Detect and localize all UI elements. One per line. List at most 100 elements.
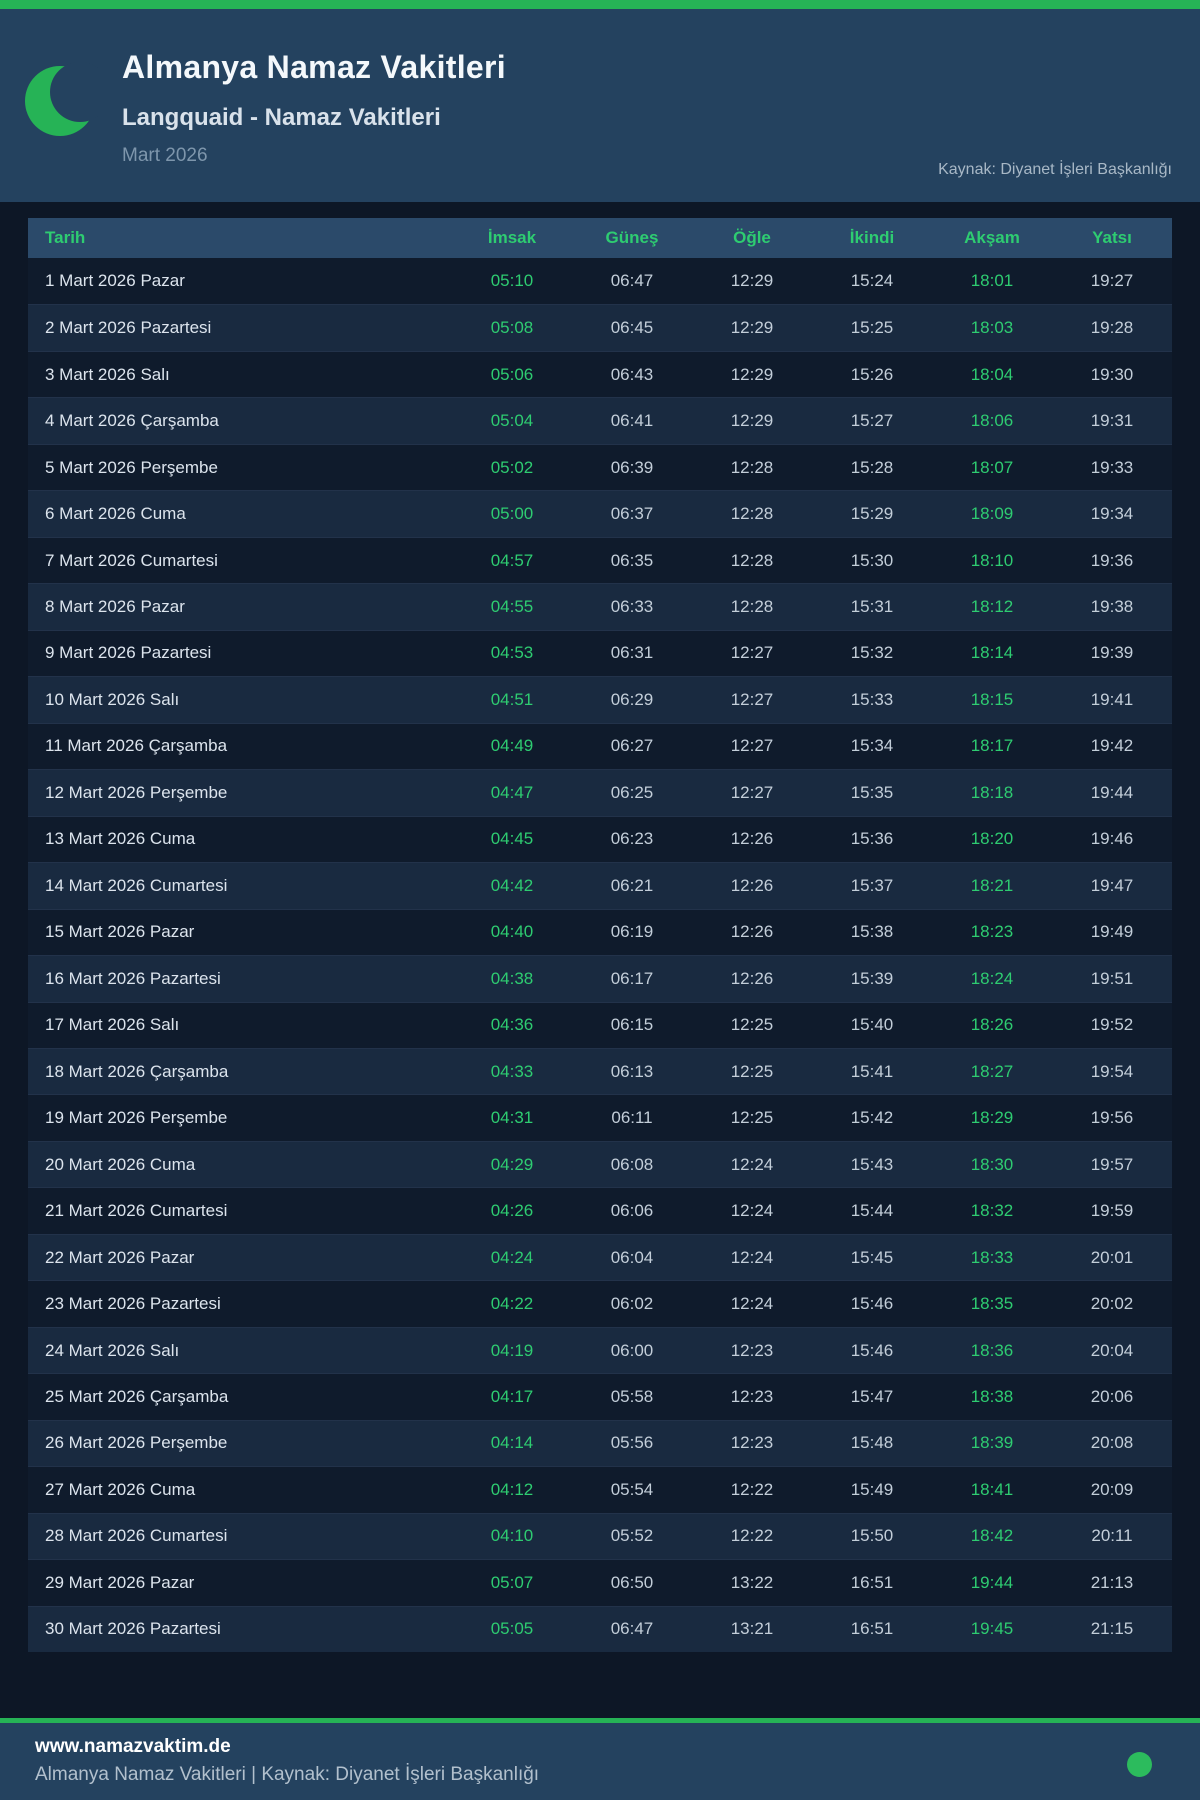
table-body: 1 Mart 2026 Pazar 05:10 06:47 12:29 15:24 18:…	[28, 258, 1172, 1653]
time-cell-aksam: 18:10	[970, 550, 1014, 570]
time-cell-aksam: 18:27	[970, 1061, 1014, 1081]
table-row: 25 Mart 2026 Çarşamba 04:17 05:58 12:23 15:4…	[28, 1373, 1172, 1420]
time-cell-yatsi: 19:33	[1090, 457, 1134, 477]
time-cell-aksam: 18:12	[970, 597, 1014, 617]
time-cell-aksam: 18:29	[970, 1108, 1014, 1128]
table-row: 4 Mart 2026 Çarşamba 05:04 06:41 12:29 15:27…	[28, 397, 1172, 444]
table-row: 16 Mart 2026 Pazartesi 04:38 06:17 12:26 15:…	[28, 955, 1172, 1002]
time-cell-gunes: 06:17	[610, 968, 654, 988]
time-cell-gunes: 06:13	[610, 1061, 654, 1081]
table-row: 9 Mart 2026 Pazartesi 04:53 06:31 12:27 15:3…	[28, 629, 1172, 677]
page-title: Almanya Namaz Vakitleri	[122, 49, 506, 85]
time-cell-aksam: 18:15	[970, 689, 1014, 709]
time-cell-aksam: 18:35	[970, 1294, 1014, 1314]
crescent-moon-icon	[24, 59, 110, 141]
time-cell-imsak: 05:07	[490, 1572, 534, 1592]
time-cell-gunes: 06:50	[610, 1572, 654, 1592]
source-label: Kaynak: Diyanet İşleri Başkanlığı	[938, 161, 1172, 178]
time-cell-imsak: 04:33	[490, 1061, 534, 1081]
time-cell-gunes: 05:58	[610, 1386, 654, 1406]
time-cell-gunes: 06:45	[610, 318, 654, 338]
time-cell-ikindi: 15:26	[850, 364, 894, 384]
time-cell-ogle: 12:24	[730, 1294, 774, 1314]
time-cell-aksam: 18:09	[970, 504, 1014, 524]
time-cell-yatsi: 19:30	[1090, 364, 1134, 384]
time-cell-ogle: 12:29	[730, 271, 774, 291]
time-cell-aksam: 18:23	[970, 922, 1014, 942]
time-cell-aksam: 18:41	[970, 1479, 1014, 1499]
site-url-link[interactable]: www.namazvaktim.de	[35, 1736, 231, 1757]
time-cell-yatsi: 21:15	[1090, 1619, 1134, 1639]
time-cell-ikindi: 15:31	[850, 597, 894, 617]
time-cell-imsak: 04:24	[490, 1247, 534, 1267]
time-cell-yatsi: 19:52	[1090, 1015, 1134, 1035]
time-cell-ogle: 12:29	[730, 318, 774, 338]
time-cell-aksam: 18:30	[970, 1154, 1014, 1174]
date-cell: 30 Mart 2026 Pazartesi	[45, 1619, 221, 1639]
time-cell-imsak: 04:12	[490, 1479, 534, 1499]
time-cell-ogle: 12:23	[730, 1386, 774, 1406]
time-cell-gunes: 06:43	[610, 364, 654, 384]
time-cell-imsak: 05:10	[490, 271, 534, 291]
table-row: 28 Mart 2026 Cumartesi 04:10 05:52 12:22 15:…	[28, 1512, 1172, 1560]
time-cell-imsak: 04:42	[490, 875, 534, 895]
time-cell-aksam: 19:45	[970, 1619, 1014, 1639]
time-cell-imsak: 04:51	[490, 689, 534, 709]
time-cell-yatsi: 19:27	[1090, 271, 1134, 291]
time-cell-ikindi: 15:50	[850, 1526, 894, 1546]
time-cell-imsak: 04:29	[490, 1154, 534, 1174]
time-cell-imsak: 04:45	[490, 829, 534, 849]
time-cell-yatsi: 21:13	[1090, 1572, 1134, 1592]
table-row: 14 Mart 2026 Cumartesi 04:42 06:21 12:26 15:…	[28, 862, 1172, 909]
time-cell-imsak: 04:55	[490, 597, 534, 617]
date-cell: 16 Mart 2026 Pazartesi	[45, 968, 221, 988]
time-cell-ikindi: 15:30	[850, 550, 894, 570]
time-cell-ogle: 12:29	[730, 364, 774, 384]
time-cell-ogle: 12:22	[730, 1479, 774, 1499]
time-cell-aksam: 18:17	[970, 736, 1014, 756]
time-cell-imsak: 05:00	[490, 504, 534, 524]
date-cell: 5 Mart 2026 Perşembe	[45, 457, 218, 477]
time-cell-ikindi: 15:47	[850, 1386, 894, 1406]
time-cell-imsak: 04:53	[490, 643, 534, 663]
time-cell-imsak: 04:38	[490, 968, 534, 988]
time-cell-aksam: 18:33	[970, 1247, 1014, 1267]
date-cell: 11 Mart 2026 Çarşamba	[45, 736, 228, 756]
time-cell-ogle: 12:24	[730, 1201, 774, 1221]
table-row: 5 Mart 2026 Perşembe 05:02 06:39 12:28 15:28…	[28, 443, 1172, 491]
time-cell-ogle: 12:22	[730, 1526, 774, 1546]
time-cell-yatsi: 19:56	[1090, 1108, 1134, 1128]
date-cell: 12 Mart 2026 Perşembe	[45, 782, 228, 802]
time-cell-aksam: 18:36	[970, 1340, 1014, 1360]
time-cell-imsak: 04:57	[490, 550, 534, 570]
date-cell: 1 Mart 2026 Pazar	[45, 271, 185, 291]
time-cell-ikindi: 15:46	[850, 1340, 894, 1360]
date-cell: 25 Mart 2026 Çarşamba	[45, 1386, 229, 1406]
time-cell-aksam: 18:01	[970, 271, 1014, 291]
date-cell: 29 Mart 2026 Pazar	[45, 1572, 195, 1592]
time-cell-yatsi: 20:01	[1090, 1247, 1134, 1267]
time-cell-ogle: 12:26	[730, 829, 774, 849]
time-cell-yatsi: 19:59	[1090, 1201, 1134, 1221]
time-cell-ikindi: 15:27	[850, 411, 894, 431]
time-cell-imsak: 04:10	[490, 1526, 534, 1546]
time-cell-yatsi: 19:47	[1090, 875, 1134, 895]
time-cell-yatsi: 19:54	[1090, 1061, 1134, 1081]
time-cell-ikindi: 15:48	[850, 1433, 894, 1453]
time-cell-ogle: 12:23	[730, 1433, 774, 1453]
date-cell: 4 Mart 2026 Çarşamba	[45, 411, 219, 431]
table-row: 29 Mart 2026 Pazar 05:07 06:50 13:22 16:51 19…	[28, 1559, 1172, 1606]
time-cell-imsak: 05:02	[490, 457, 534, 477]
date-cell: 2 Mart 2026 Pazartesi	[45, 318, 212, 338]
time-cell-yatsi: 20:08	[1090, 1433, 1134, 1453]
page-subtitle: Langquaid - Namaz Vakitleri	[122, 104, 441, 131]
time-cell-gunes: 06:39	[610, 457, 654, 477]
time-cell-imsak: 04:26	[490, 1201, 534, 1221]
time-cell-ikindi: 15:43	[850, 1154, 894, 1174]
time-cell-yatsi: 19:44	[1090, 782, 1134, 802]
time-cell-aksam: 18:26	[970, 1015, 1014, 1035]
date-cell: 3 Mart 2026 Salı	[45, 364, 170, 384]
time-cell-aksam: 18:32	[970, 1201, 1014, 1221]
time-cell-aksam: 18:38	[970, 1386, 1014, 1406]
time-cell-imsak: 04:19	[490, 1340, 534, 1360]
